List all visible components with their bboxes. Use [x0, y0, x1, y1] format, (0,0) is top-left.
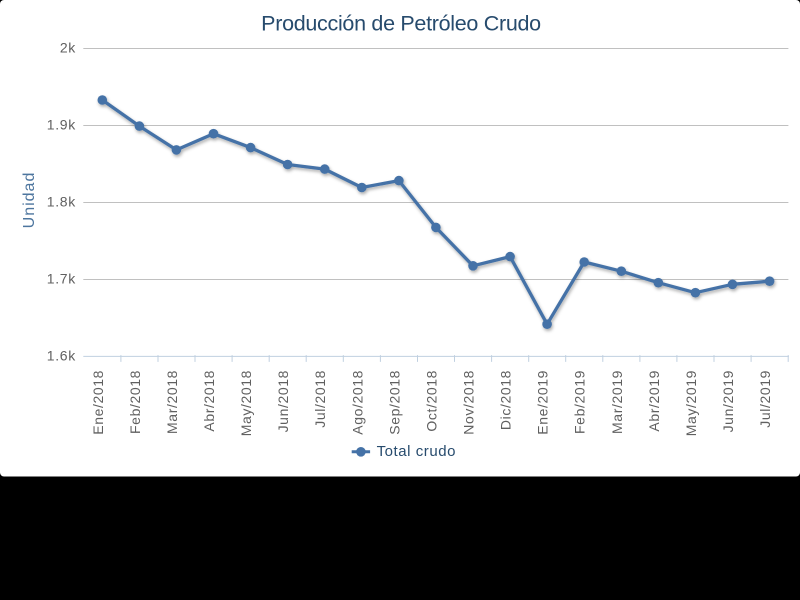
svg-text:Mar/2019: Mar/2019 [609, 370, 625, 434]
svg-text:Jul/2018: Jul/2018 [312, 370, 328, 428]
svg-text:Mar/2018: Mar/2018 [164, 370, 180, 434]
svg-text:Unidad: Unidad [21, 172, 38, 229]
svg-text:Ene/2019: Ene/2019 [535, 370, 551, 435]
svg-text:Jun/2018: Jun/2018 [275, 370, 291, 432]
svg-text:Oct/2018: Oct/2018 [423, 370, 439, 432]
svg-text:1.7k: 1.7k [47, 271, 77, 287]
svg-text:Total crudo: Total crudo [377, 443, 456, 460]
svg-text:1.8k: 1.8k [47, 194, 77, 210]
svg-text:Abr/2018: Abr/2018 [201, 370, 217, 432]
svg-text:1.9k: 1.9k [47, 116, 77, 132]
svg-text:Abr/2019: Abr/2019 [646, 370, 662, 432]
svg-text:Nov/2018: Nov/2018 [461, 370, 477, 435]
svg-text:Producción de Petróleo Crudo: Producción de Petróleo Crudo [261, 12, 541, 36]
svg-text:May/2018: May/2018 [238, 370, 254, 436]
svg-text:Feb/2018: Feb/2018 [127, 370, 143, 434]
svg-text:Ene/2018: Ene/2018 [90, 370, 106, 435]
svg-text:1.6k: 1.6k [47, 348, 77, 364]
svg-text:Dic/2018: Dic/2018 [498, 370, 514, 430]
svg-text:Jun/2019: Jun/2019 [720, 370, 736, 432]
svg-text:Jul/2019: Jul/2019 [757, 370, 773, 428]
svg-text:2k: 2k [60, 39, 76, 55]
svg-text:May/2019: May/2019 [683, 370, 699, 436]
svg-text:Ago/2018: Ago/2018 [349, 370, 365, 435]
svg-text:Feb/2019: Feb/2019 [572, 370, 588, 434]
svg-text:Sep/2018: Sep/2018 [386, 370, 402, 435]
